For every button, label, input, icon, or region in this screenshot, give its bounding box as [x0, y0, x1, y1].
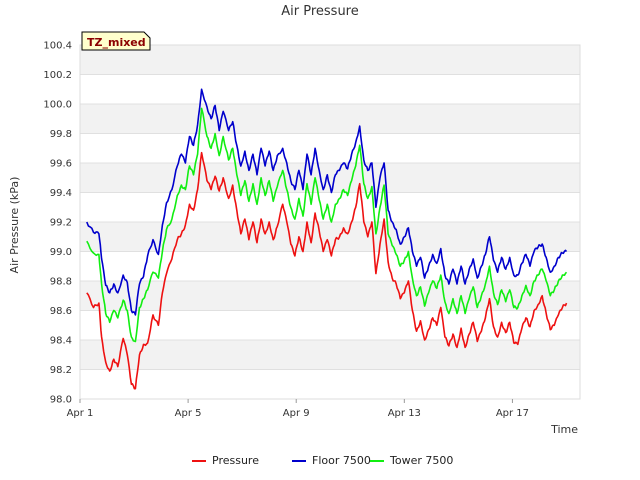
x-tick-label: Apr 9 [283, 408, 310, 419]
plot-band [80, 281, 580, 311]
series-line-pressure [86, 151, 568, 390]
y-axis-label: Air Pressure (kPa) [8, 177, 21, 274]
y-axis-ticks: 98.0 98.2 98.4 98.6 98.8 99.0 99.2 99.4 99.6 99.8… [43, 41, 72, 406]
x-axis-ticks: Apr 1 Apr 5 Apr 9 Apr 13 Apr 17 [67, 399, 529, 419]
y-tick-label: 99.0 [50, 247, 72, 258]
series-line-floor-7500 [86, 88, 568, 316]
plot-band [80, 104, 580, 134]
y-tick-label: 98.2 [50, 365, 72, 376]
y-tick-label: 98.6 [50, 306, 72, 317]
x-tick-label: Apr 17 [496, 408, 529, 419]
x-axis-label: Time [550, 423, 578, 436]
legend-label: Floor 7500 [312, 454, 371, 467]
tz-badge-label: TZ_mixed [87, 36, 146, 49]
plot-background-bands [80, 45, 580, 370]
tz-badge-box [81, 31, 151, 51]
legend-label: Pressure [212, 454, 259, 467]
series-layer [86, 88, 568, 390]
y-tick-label: 100.4 [43, 41, 72, 52]
legend: Pressure Floor 7500 Tower 7500 [192, 454, 453, 467]
plot-area [79, 44, 581, 400]
tz-badge: TZ_mixed [81, 31, 151, 51]
y-tick-label: 99.8 [50, 129, 72, 140]
y-tick-label: 99.4 [50, 188, 72, 199]
y-tick-label: 100.2 [43, 70, 72, 81]
series-line-tower-7500 [86, 107, 568, 343]
chart-title: Air Pressure [281, 4, 359, 19]
y-tick-label: 98.0 [50, 395, 72, 406]
legend-label: Tower 7500 [389, 454, 453, 467]
x-tick-label: Apr 13 [388, 408, 421, 419]
x-tick-label: Apr 5 [175, 408, 202, 419]
plot-band [80, 340, 580, 370]
y-tick-label: 98.8 [50, 277, 72, 288]
y-tick-label: 99.6 [50, 159, 72, 170]
y-tick-label: 100.0 [43, 100, 72, 111]
plot-band [80, 45, 580, 75]
y-tick-label: 98.4 [50, 336, 72, 347]
x-tick-label: Apr 1 [67, 408, 94, 419]
y-tick-label: 99.2 [50, 218, 72, 229]
